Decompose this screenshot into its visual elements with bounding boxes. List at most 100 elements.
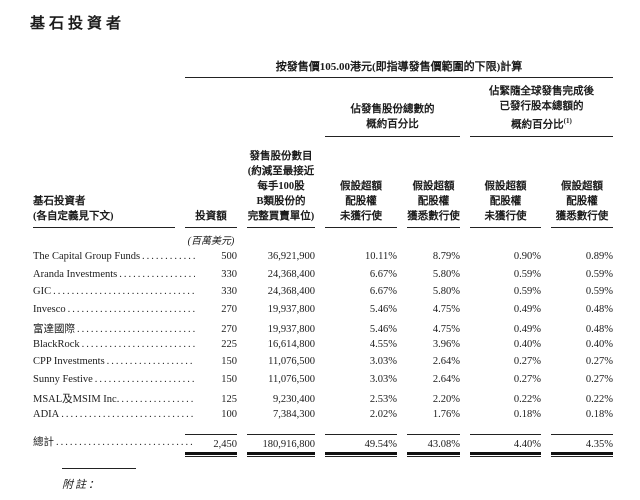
dot-leader — [68, 304, 195, 315]
investor-name-cell: MSAL及MSIM Inc. — [33, 391, 197, 406]
investor-row: 富達國際 270 19,937,800 5.46% 4.75% 0.49% 0.… — [33, 321, 613, 339]
amount-cell: 150 — [221, 356, 237, 367]
col-header-pct-capital-no-exercise: 假設超額 配股權 未獲行使 — [470, 179, 541, 228]
pct-offer-full-exercise-cell: 4.75% — [432, 324, 460, 335]
price-header-row: 按發售價105.00港元(即指導發售價範圍的下限)計算 — [33, 58, 613, 78]
pct-capital-full-exercise-cell: 0.18% — [585, 408, 613, 420]
pct-offer-no-exercise-cell: 3.03% — [369, 356, 397, 367]
investor-name-cell: Invesco — [33, 304, 197, 315]
pct-capital-no-exercise-cell: 0.59% — [513, 286, 541, 297]
investor-name-cell: Aranda Investments — [33, 269, 197, 280]
shares-cell: 11,076,500 — [268, 356, 315, 367]
amount-cell: 150 — [221, 373, 237, 385]
investor-row: CPP Investments 150 11,076,500 3.03% 2.6… — [33, 356, 613, 374]
total-shares: 180,916,800 — [247, 434, 315, 457]
pct-offer-no-exercise-cell: 5.46% — [369, 324, 397, 335]
investor-name: CPP Investments — [33, 356, 105, 367]
investor-name: ADIA — [33, 408, 60, 420]
group-header-capital-pct-text: 佔緊隨全球發售完成後 已發行股本總額的 概約百分比 — [489, 85, 594, 131]
amount-cell: 500 — [221, 251, 237, 262]
shares-cell: 11,076,500 — [268, 373, 315, 385]
total-pct-offer-full-exercise: 43.08% — [407, 434, 460, 457]
pct-offer-no-exercise-cell: 2.02% — [369, 408, 397, 420]
col-header-pct-offer-no-exercise: 假設超額 配股權 未獲行使 — [325, 179, 397, 228]
dot-leader — [82, 339, 195, 350]
pct-capital-full-exercise-cell: 0.22% — [585, 394, 613, 405]
units-row: (百萬美元) — [33, 228, 613, 251]
col-header-investor: 基石投資者 (各自定義見下文) — [33, 194, 175, 228]
total-pct-offer-no-exercise: 49.54% — [325, 434, 397, 457]
amount-cell: 100 — [221, 408, 237, 420]
pct-capital-full-exercise-cell: 0.27% — [585, 356, 613, 367]
pct-capital-full-exercise-cell: 0.48% — [585, 324, 613, 335]
pct-capital-full-exercise-cell: 0.48% — [585, 303, 613, 315]
pct-offer-full-exercise-cell: 5.80% — [432, 286, 460, 297]
investor-name: Sunny Festive — [33, 373, 93, 385]
amount-units-label: (百萬美元) — [187, 236, 235, 247]
investor-row: Invesco 270 19,937,800 5.46% 4.75% 0.49%… — [33, 304, 613, 322]
shares-cell: 36,921,900 — [267, 251, 315, 262]
col-header-shares: 發售股份數目 (約減至最接近 每手100股 B類股份的 完整買賣單位) — [247, 149, 315, 228]
investor-name: BlackRock — [33, 338, 80, 350]
pct-offer-full-exercise-cell: 3.96% — [432, 338, 460, 350]
pct-capital-full-exercise-cell: 0.40% — [585, 338, 613, 350]
investor-name-cell: 富達國際 — [33, 321, 197, 336]
pct-offer-no-exercise-cell: 2.53% — [369, 394, 397, 405]
pct-offer-no-exercise-cell: 6.67% — [369, 286, 397, 297]
cornerstone-investors-table: 按發售價105.00港元(即指導發售價範圍的下限)計算 佔發售股份總數的 概約百分… — [33, 58, 613, 457]
pct-capital-no-exercise-cell: 0.18% — [513, 408, 541, 420]
pct-capital-no-exercise-cell: 0.22% — [513, 394, 541, 405]
notes-section: 附註： — [62, 468, 136, 492]
pct-capital-full-exercise-cell: 0.59% — [585, 286, 613, 297]
amount-cell: 225 — [221, 338, 237, 350]
price-header: 按發售價105.00港元(即指導發售價範圍的下限)計算 — [185, 58, 613, 78]
investor-row: MSAL及MSIM Inc. 125 9,230,400 2.53% 2.20%… — [33, 391, 613, 409]
investor-name: GIC — [33, 286, 52, 297]
total-row: 總計 2,450 180,916,800 49.54% 43.08% 4.40%… — [33, 427, 613, 457]
notes-divider — [62, 468, 136, 469]
investor-name-cell: Sunny Festive — [33, 374, 197, 385]
investor-name: The Capital Group Funds — [33, 251, 141, 262]
pct-capital-full-exercise-cell: 0.27% — [585, 373, 613, 385]
investor-row: GIC 330 24,368,400 6.67% 5.80% 0.59% 0.5… — [33, 286, 613, 304]
col-header-pct-capital-full-exercise: 假設超額 配股權 獲悉數行使 — [551, 179, 613, 228]
investor-name: Invesco — [33, 303, 66, 315]
shares-cell: 24,368,400 — [267, 268, 315, 280]
dot-leader — [56, 437, 195, 448]
pct-capital-no-exercise-cell: 0.59% — [513, 268, 541, 280]
table-body: The Capital Group Funds 500 36,921,900 1… — [33, 251, 613, 426]
investor-row: Aranda Investments 330 24,368,400 6.67% … — [33, 269, 613, 287]
pct-offer-full-exercise-cell: 2.64% — [432, 373, 460, 385]
pct-offer-full-exercise-cell: 2.20% — [432, 394, 460, 405]
shares-cell: 19,937,800 — [267, 324, 315, 335]
notes-label: 附註： — [62, 479, 101, 491]
pct-offer-full-exercise-cell: 4.75% — [432, 303, 460, 315]
col-header-amount: 投資額 — [185, 209, 237, 228]
shares-cell: 19,937,800 — [267, 303, 315, 315]
amount-cell: 270 — [221, 303, 237, 315]
investor-row: The Capital Group Funds 500 36,921,900 1… — [33, 251, 613, 269]
pct-capital-no-exercise-cell: 0.90% — [513, 251, 541, 262]
investor-name-cell: BlackRock — [33, 339, 197, 350]
amount-cell: 270 — [221, 324, 237, 335]
group-header-offer-pct: 佔發售股份總數的 概約百分比 — [325, 102, 460, 137]
group-header-capital-pct: 佔緊隨全球發售完成後 已發行股本總額的 概約百分比(1) — [470, 84, 613, 137]
pct-capital-full-exercise-cell: 0.59% — [585, 268, 613, 280]
shares-cell: 16,614,800 — [267, 338, 315, 350]
total-amount: 2,450 — [185, 434, 237, 457]
total-pct-capital-no-exercise: 4.40% — [470, 434, 541, 457]
pct-offer-full-exercise-cell: 2.64% — [432, 356, 460, 367]
dot-leader — [95, 374, 195, 385]
shares-cell: 9,230,400 — [273, 394, 315, 405]
investor-row: BlackRock 225 16,614,800 4.55% 3.96% 0.4… — [33, 339, 613, 357]
col-header-pct-offer-full-exercise: 假設超額 配股權 獲悉數行使 — [407, 179, 460, 228]
group-header-offer-pct-text: 佔發售股份總數的 概約百分比 — [350, 104, 435, 130]
amount-cell: 330 — [221, 268, 237, 280]
amount-cell: 125 — [221, 394, 237, 405]
investor-name: Aranda Investments — [33, 268, 118, 280]
investor-name-cell: CPP Investments — [33, 356, 197, 367]
investor-name: MSAL及MSIM Inc. — [33, 394, 120, 405]
shares-cell: 7,384,300 — [273, 408, 315, 420]
dot-leader — [61, 409, 195, 420]
pct-offer-no-exercise-cell: 6.67% — [369, 268, 397, 280]
